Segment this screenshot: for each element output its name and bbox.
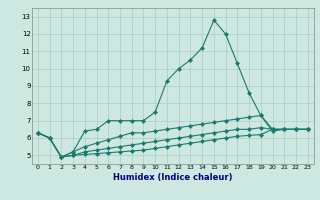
X-axis label: Humidex (Indice chaleur): Humidex (Indice chaleur) — [113, 173, 233, 182]
